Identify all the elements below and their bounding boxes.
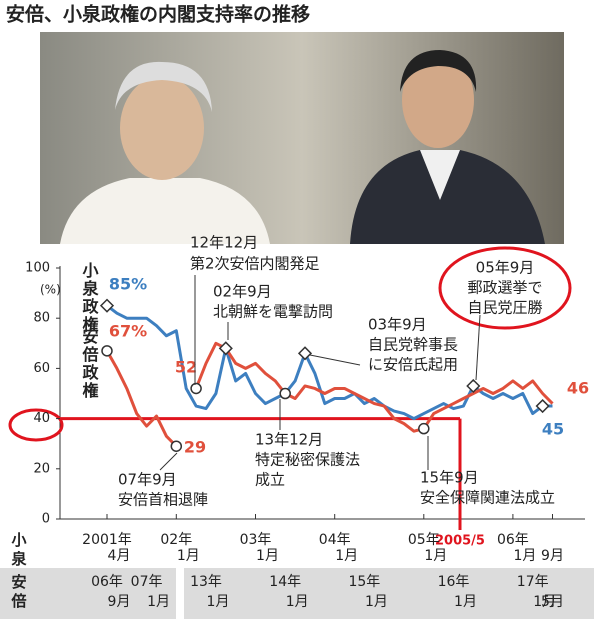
row-name: 安倍 [10,574,28,612]
event-marker [190,382,202,395]
highlight-circle [8,408,64,442]
annotation: 03年9月 [368,316,427,334]
data-label: 29 [184,438,206,457]
x-tick-label: 02年 [160,532,192,548]
x-tick-label: 03年 [240,532,272,548]
leader-line [475,314,481,381]
x-tick-label: 1月 [513,548,536,564]
annotation: 自民党圧勝 [467,299,542,317]
x-tick-label: 1月 [424,548,447,564]
event-marker [466,378,481,394]
annotation: 成立 [255,471,285,489]
annotation: 第2次安倍内閣発足 [190,255,320,273]
highlight-circle [438,246,572,330]
annotation: 北朝鮮を電撃訪問 [213,303,333,321]
annotation: 07年9月 [118,471,177,489]
leader-line [159,452,178,471]
x-tick-label: 14年 [269,574,301,590]
y-tick-label: 60 [33,361,50,376]
x-tick-label: 1月 [454,594,477,610]
x-tick-label: 05年 [408,532,440,548]
y-tick-label: 20 [33,461,50,476]
x-tick-label: 1月 [256,548,279,564]
event-marker [99,298,115,313]
data-label: 46 [567,379,589,398]
x-tick-label: 1月 [533,594,556,610]
x-tick-label: 1月 [147,594,170,610]
x-tick-label: 4月 [108,548,131,564]
reference-label: 2005/5 [435,534,485,549]
event-marker [170,440,183,452]
series-name: 小泉政権 [80,262,99,334]
data-label: 45 [542,420,564,439]
x-tick-label: 07年 [131,574,163,590]
row-band [184,568,594,619]
event-marker [297,346,313,361]
x-tick-label: 04年 [319,532,351,548]
y-axis-label: (%) [40,283,61,297]
data-label: 52 [175,358,197,377]
x-tick-label: 1月 [286,594,309,610]
y-tick-label: 100 [25,261,50,276]
photo [40,32,564,244]
annotation: 特定秘密保護法 [255,451,360,469]
annotation: 安全保障関連法成立 [420,489,555,507]
annotation: 05年9月 [476,259,535,277]
annotation: 自民党幹事長 [368,336,458,354]
annotation: 12年12月 [190,234,258,252]
y-tick-label: 0 [42,512,50,527]
row-name: 小泉 [10,532,28,570]
data-label: 67% [109,322,147,341]
annotation: 郵政選挙で [467,279,542,297]
chart-title: 安倍、小泉政権の内閣支持率の推移 [6,3,310,26]
x-tick-label: 13年 [190,574,222,590]
annotation: に安倍氏起用 [368,356,458,374]
event-marker [535,398,550,414]
row-band [0,568,176,619]
event-marker [418,422,430,435]
x-tick-label: 06年 [91,574,123,590]
x-tick-label: 17年 [517,574,549,590]
event-marker [279,387,291,400]
x-tick-label: 2001年 [82,532,132,548]
x-tick-label: 1月 [365,594,388,610]
leader-line [309,354,361,366]
x-tick-label: 5月 [541,594,564,610]
x-tick-label: 9月 [541,548,564,564]
annotation: 安倍首相退陣 [118,491,208,509]
series-line [106,304,553,421]
y-tick-label: 80 [33,311,50,326]
series-line [105,341,554,448]
x-tick-label: 9月 [108,594,131,610]
data-label: 85% [109,275,147,294]
x-tick-label: 1月 [207,594,230,610]
annotation: 15年9月 [420,469,479,487]
series-name: 安倍政権 [80,327,100,400]
x-tick-label: 15年 [348,574,380,590]
x-tick-label: 1月 [177,548,200,564]
y-tick-label: 40 [33,411,50,426]
annotation: 02年9月 [213,283,272,301]
x-tick-label: 16年 [438,574,470,590]
event-marker [218,341,233,356]
x-tick-label: 06年 [497,532,529,548]
event-marker [101,345,113,357]
annotation: 13年12月 [255,431,323,449]
x-tick-label: 1月 [335,548,358,564]
